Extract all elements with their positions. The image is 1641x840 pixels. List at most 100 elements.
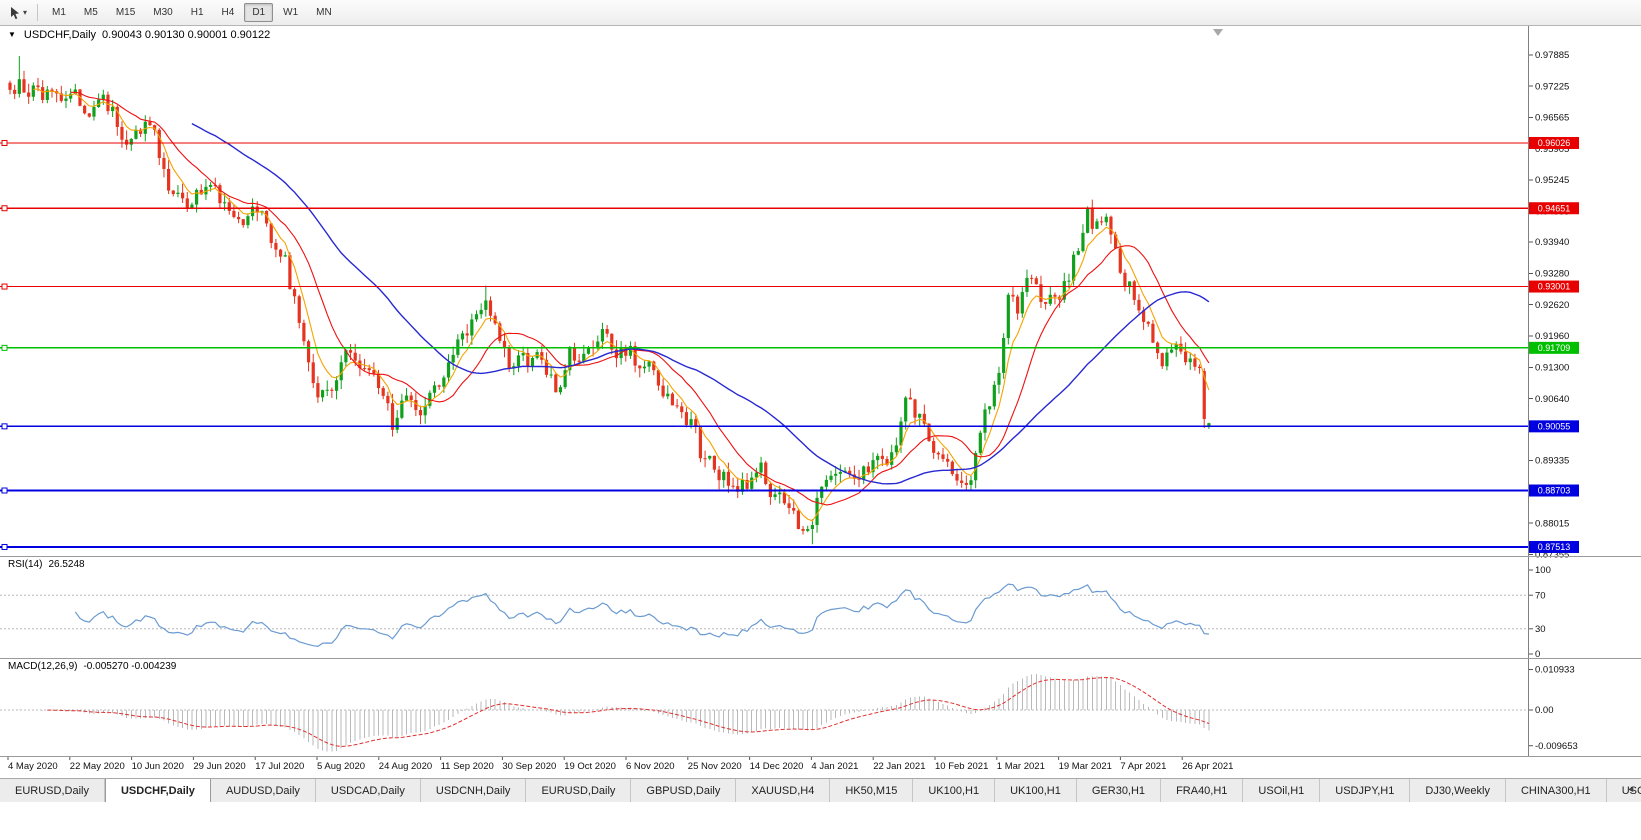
- hline-0.88703[interactable]: 0.88703: [0, 484, 1579, 497]
- chart-tab-9-uk100-h1[interactable]: UK100,H1: [913, 779, 996, 802]
- timeframe-button-h4[interactable]: H4: [221, 7, 235, 18]
- dropdown-caret-icon: ▾: [23, 7, 28, 17]
- macd-axis-labels: 0.010933 0.00 -0.009653: [1528, 665, 1578, 752]
- chart-tab-11-ger30-h1[interactable]: GER30,H1: [1076, 779, 1162, 802]
- hline-0.87513[interactable]: 0.87513: [0, 540, 1579, 553]
- svg-text:0.91300: 0.91300: [1535, 362, 1569, 373]
- price-badge-0.96026: [1529, 136, 1579, 149]
- chart-tab-17-usc[interactable]: USC: [1606, 779, 1641, 802]
- cursor-tool-button[interactable]: ▾: [4, 3, 31, 23]
- svg-text:0.95245: 0.95245: [1535, 175, 1569, 186]
- timeframe-button-m1[interactable]: M1: [52, 7, 66, 18]
- ma-slow-line: [191, 122, 1210, 485]
- chart-tab-10-uk100-h1[interactable]: UK100,H1: [995, 779, 1077, 802]
- timeframe-button-mn[interactable]: MN: [316, 7, 332, 18]
- hline-0.93001[interactable]: 0.93001: [0, 280, 1579, 293]
- chart-tab-15-dj30-weekly[interactable]: DJ30,Weekly: [1410, 779, 1506, 802]
- rsi-name: RSI(14): [8, 559, 43, 570]
- rsi-label: RSI(14) 26.5248: [8, 559, 85, 570]
- svg-text:0.93940: 0.93940: [1535, 237, 1569, 248]
- chart-tab-8-hk50-m15[interactable]: HK50,M15: [830, 779, 914, 802]
- toolbar: ▾ M1 M5 M15 M30 H1 H4 D1 W1 MN: [0, 0, 1641, 26]
- chart-tab-14-usdjpy-h1[interactable]: USDJPY,H1: [1320, 779, 1411, 802]
- svg-text:0.91709: 0.91709: [1538, 343, 1571, 353]
- price-badge-0.93001: [1529, 280, 1579, 293]
- svg-text:70: 70: [1535, 590, 1546, 601]
- macd-label: MACD(12,26,9) -0.005270 -0.004239: [8, 661, 176, 672]
- hline-0.91709[interactable]: 0.91709: [0, 341, 1579, 354]
- candles-layer: [8, 55, 1211, 545]
- timeframe-button-w1[interactable]: W1: [283, 7, 299, 18]
- chart-tab-1-usdchf-daily[interactable]: USDCHF,Daily: [104, 779, 211, 802]
- chart-canvas[interactable]: 0.978850.972250.965650.959050.952450.945…: [0, 26, 1641, 778]
- svg-text:0.97225: 0.97225: [1535, 81, 1569, 92]
- svg-text:10 Jun 2020: 10 Jun 2020: [132, 761, 184, 772]
- svg-text:22 Jan 2021: 22 Jan 2021: [873, 761, 925, 772]
- chart-region: 0.978850.972250.965650.959050.952450.945…: [0, 26, 1641, 778]
- svg-text:19 Mar 2021: 19 Mar 2021: [1059, 761, 1112, 772]
- svg-text:0.91960: 0.91960: [1535, 331, 1569, 342]
- svg-text:24 Aug 2020: 24 Aug 2020: [379, 761, 432, 772]
- svg-text:0.88015: 0.88015: [1535, 518, 1569, 529]
- price-badge-0.88703: [1529, 484, 1579, 497]
- timeframe-button-d1[interactable]: D1: [244, 3, 274, 22]
- macd-name: MACD(12,26,9): [8, 661, 78, 672]
- svg-text:1 Mar 2021: 1 Mar 2021: [997, 761, 1045, 772]
- svg-text:6 Nov 2020: 6 Nov 2020: [626, 761, 675, 772]
- timeframe-button-h1[interactable]: H1: [190, 7, 204, 18]
- price-badge-0.87513: [1529, 540, 1579, 553]
- svg-text:0.87513: 0.87513: [1538, 542, 1571, 552]
- svg-text:0.88703: 0.88703: [1538, 486, 1571, 496]
- svg-text:0.93001: 0.93001: [1538, 282, 1571, 292]
- svg-text:0.010933: 0.010933: [1535, 665, 1575, 676]
- svg-text:0.87355: 0.87355: [1535, 550, 1569, 561]
- time-axis-labels[interactable]: 4 May 2020 22 May 2020 10 Jun 2020 29 Jun 2…: [7, 756, 1233, 773]
- hline-0.96026[interactable]: 0.96026: [0, 136, 1579, 149]
- chart-tab-3-usdcad-daily[interactable]: USDCAD,Daily: [315, 779, 421, 802]
- chart-tab-12-fra40-h1[interactable]: FRA40,H1: [1161, 779, 1244, 802]
- rsi-line: [74, 583, 1209, 648]
- pointer-icon: [11, 6, 19, 19]
- rsi-axis-labels: 100 70 30 0: [1528, 565, 1551, 660]
- svg-text:19 Oct 2020: 19 Oct 2020: [564, 761, 616, 772]
- svg-text:22 May 2020: 22 May 2020: [70, 761, 125, 772]
- timeframe-button-m15[interactable]: M15: [115, 7, 136, 18]
- toolbar-separator: [37, 4, 39, 21]
- timeframe-button-m30[interactable]: M30: [153, 7, 173, 18]
- svg-text:30 Sep 2020: 30 Sep 2020: [502, 761, 556, 772]
- svg-text:0.90640: 0.90640: [1535, 394, 1569, 405]
- one-click-trading-collapse-icon[interactable]: ▼: [8, 30, 16, 39]
- svg-text:5 Aug 2020: 5 Aug 2020: [317, 761, 365, 772]
- chart-title-overlay: ▼ USDCHF,Daily 0.90043 0.90130 0.90001 0…: [8, 29, 270, 41]
- svg-text:26 Apr 2021: 26 Apr 2021: [1182, 761, 1233, 772]
- macd-value: -0.005270 -0.004239: [83, 661, 177, 672]
- price-badge-0.90055: [1529, 420, 1579, 433]
- svg-text:0.89335: 0.89335: [1535, 456, 1569, 467]
- chart-tab-13-usoil-h1[interactable]: USOil,H1: [1243, 779, 1321, 802]
- shift-end-marker-icon: [1213, 29, 1223, 36]
- svg-text:17 Jul 2020: 17 Jul 2020: [255, 761, 304, 772]
- chart-ohlc: 0.90043 0.90130 0.90001 0.90122: [102, 29, 271, 41]
- hline-0.90055[interactable]: 0.90055: [0, 420, 1579, 433]
- chart-tab-5-eurusd-daily[interactable]: EURUSD,Daily: [526, 779, 632, 802]
- hline-0.94651[interactable]: 0.94651: [0, 202, 1579, 215]
- svg-text:0.00: 0.00: [1535, 705, 1554, 716]
- ma-fast-line: [33, 88, 1210, 522]
- svg-text:10 Feb 2021: 10 Feb 2021: [935, 761, 988, 772]
- price-axis-labels: 0.978850.972250.965650.959050.952450.945…: [1528, 50, 1569, 561]
- chart-tab-6-gbpusd-daily[interactable]: GBPUSD,Daily: [631, 779, 737, 802]
- rsi-value: 26.5248: [48, 559, 85, 570]
- chart-tab-2-audusd-daily[interactable]: AUDUSD,Daily: [210, 779, 316, 802]
- tab-scroll-left-button[interactable]: ◄: [1626, 784, 1635, 794]
- timeframe-button-m5[interactable]: M5: [83, 7, 98, 18]
- svg-text:0.92620: 0.92620: [1535, 300, 1569, 311]
- chart-tab-16-china300-h1[interactable]: CHINA300,H1: [1505, 779, 1607, 802]
- macd-signal-line: [47, 676, 1210, 747]
- svg-text:4 Jan 2021: 4 Jan 2021: [811, 761, 858, 772]
- svg-text:29 Jun 2020: 29 Jun 2020: [193, 761, 245, 772]
- chart-tab-4-usdcnh-daily[interactable]: USDCNH,Daily: [420, 779, 527, 802]
- chart-tab-7-xauusd-h4[interactable]: XAUUSD,H4: [736, 779, 831, 802]
- svg-text:0.95905: 0.95905: [1535, 144, 1569, 155]
- chart-tab-0-eurusd-daily[interactable]: EURUSD,Daily: [0, 779, 105, 802]
- svg-text:100: 100: [1535, 565, 1551, 576]
